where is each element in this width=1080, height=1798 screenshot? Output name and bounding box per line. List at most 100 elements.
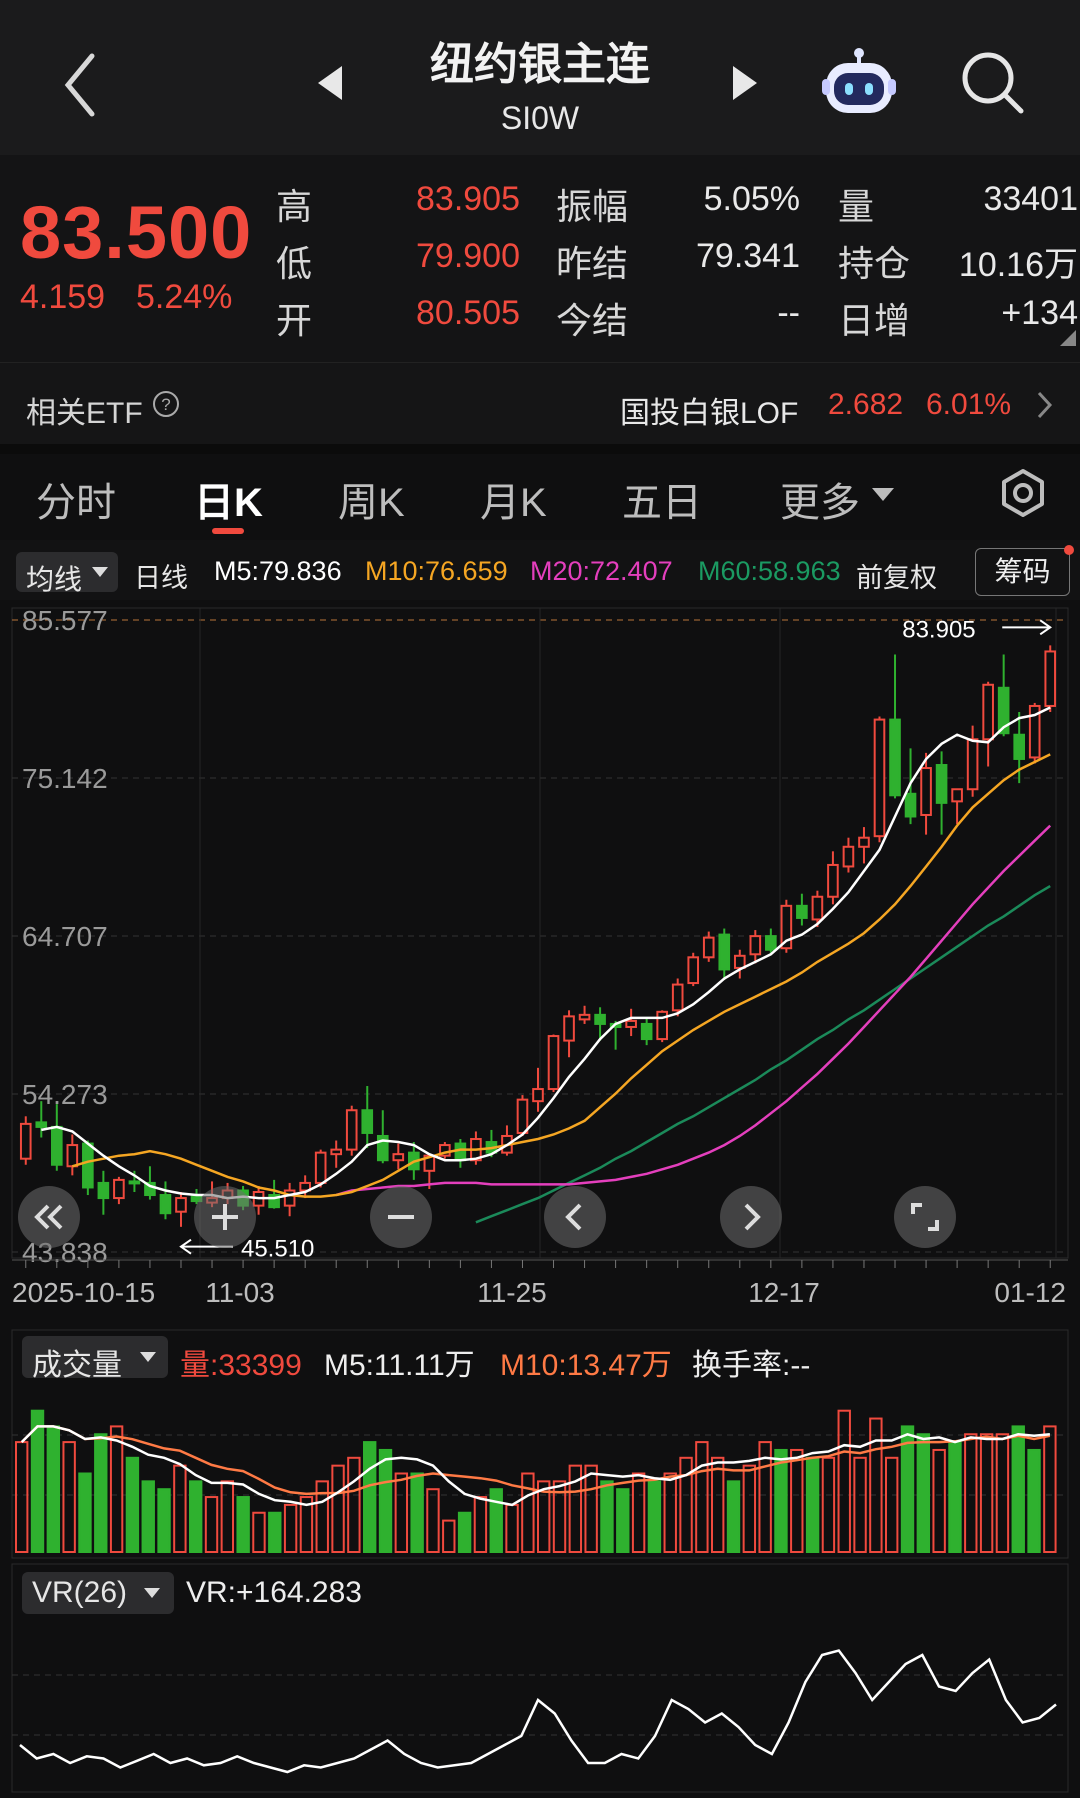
volume-bar [552,1480,567,1553]
volume-bar [442,1519,456,1553]
ma10-line [71,753,1051,1198]
volume-bar [268,1511,282,1553]
ma20-value: M20:72.407 [530,556,673,586]
settings-icon[interactable] [998,468,1048,518]
volume-bar [78,1472,92,1553]
vr-title: VR(26) [32,1576,128,1609]
volume-bar [964,1433,978,1553]
volume-bar [94,1433,108,1553]
active-tab-indicator [212,528,244,534]
help-icon[interactable]: ? [152,390,180,418]
candle-body [330,1148,343,1156]
chip-distribution-button[interactable]: 筹码 [975,548,1070,596]
candle-body [144,1181,156,1197]
candle-body [780,904,793,950]
related-etf-bar[interactable] [0,362,1080,444]
candle-body [656,1010,668,1041]
candle-body [594,1013,606,1025]
ai-assistant-icon[interactable] [820,45,898,117]
zoom-out-button[interactable] [370,1186,432,1248]
candle-body [50,1125,63,1166]
volume-bar [995,1433,1010,1553]
ma-dropdown-icon[interactable] [92,567,108,577]
x-tick-label: 01-12 [994,1277,1066,1308]
volume-bar [30,1409,45,1554]
volume-bar [363,1441,377,1553]
candle-body [268,1194,280,1209]
volume-bar [252,1511,266,1553]
value-prev-settle: 79.341 [696,237,800,275]
notification-dot [1064,545,1074,555]
volume-bar [157,1488,171,1554]
scroll-to-start-button[interactable] [18,1186,80,1248]
candle-body [439,1144,451,1157]
candle-body [904,792,917,818]
turnover-rate: 换手率:-- [692,1349,811,1382]
candle-body [376,1134,389,1162]
contract-code: SI0W [500,100,580,136]
page-title: 纽约银主连 [430,40,650,89]
search-icon[interactable] [960,50,1026,116]
volume-bar [805,1456,820,1553]
volume-m10: M10:13.47万 [500,1349,672,1382]
tab-weekly-k[interactable]: 周K [338,481,405,525]
candle-body [640,1022,653,1041]
volume-bar [647,1480,662,1553]
svg-text:?: ? [161,395,170,414]
chevron-right-icon[interactable] [1034,390,1054,420]
etf-pct: 6.01% [926,388,1012,421]
back-arrow-icon[interactable] [60,50,100,120]
kline-chart[interactable]: 85.57775.14264.70754.27343.83883.90545.5… [0,600,1080,1798]
adjust-label[interactable]: 前复权 [856,563,937,593]
volume-bar [410,1472,424,1553]
volume-bar [537,1480,551,1553]
volume-dropdown-icon[interactable] [140,1352,156,1362]
candle-body [516,1098,529,1134]
vr-dropdown-icon[interactable] [144,1588,160,1598]
label-daily-change: 日增 [838,300,911,341]
high-arrow-head [1039,619,1052,636]
fullscreen-button[interactable] [894,1186,956,1248]
etf-name: 国投白银LOF [620,397,799,430]
candle-body [1044,650,1057,707]
tab-five-day[interactable]: 五日 [622,481,702,525]
prev-contract-icon[interactable] [318,66,342,100]
candle-body [314,1151,327,1184]
ma10-value: M10:76.659 [365,556,508,586]
volume-bar [125,1456,140,1553]
ma60-line [475,885,1051,1224]
candle-body [920,767,932,816]
price-change: 4.159 [20,278,106,316]
next-contract-icon[interactable] [733,66,757,100]
candle-body [873,718,886,838]
tab-more[interactable]: 更多 [780,481,860,525]
candle-body [749,935,762,956]
candle-body [299,1181,311,1192]
low-annotation: 45.510 [241,1236,314,1263]
volume-bar [15,1441,29,1553]
fullscreen-icon [911,1203,939,1231]
volume-title: 成交量 [32,1349,122,1382]
volume-bar [204,1496,219,1553]
scroll-left-button[interactable] [544,1186,606,1248]
expand-corner-icon[interactable] [1060,330,1076,346]
candle-body [733,954,746,969]
scroll-right-button[interactable] [720,1186,782,1248]
x-tick-label: 2025-10-15 [12,1277,155,1308]
tab-monthly-k[interactable]: 月K [480,481,547,525]
vr-value: VR:+164.283 [186,1576,362,1609]
tab-intraday[interactable]: 分时 [36,481,116,525]
vr-pane-border [11,1563,1069,1793]
label-today-settle: 今结 [556,300,629,341]
volume-bar [932,1448,946,1554]
value-volume: 33401 [983,180,1078,218]
volume-bar [568,1464,583,1554]
volume-bar [62,1441,76,1553]
top-bar [0,0,1080,155]
candle-body [66,1144,79,1168]
more-dropdown-icon[interactable] [872,488,894,501]
zoom-in-button[interactable] [194,1186,256,1248]
tab-daily-k[interactable]: 日K [194,481,263,525]
ma60-value: M60:58.963 [698,556,841,586]
volume-bar [774,1448,788,1554]
